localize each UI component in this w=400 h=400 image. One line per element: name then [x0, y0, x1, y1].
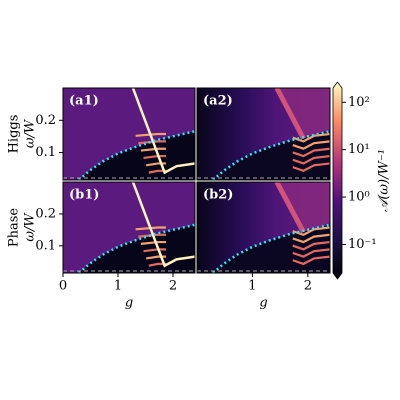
- gap-edge: [212, 223, 330, 273]
- x-tick-label: 2: [169, 279, 177, 294]
- colorbar-tick-label: 10¹: [348, 142, 370, 157]
- panel-label: (b2): [203, 188, 233, 203]
- band: [135, 132, 166, 137]
- band: [292, 154, 330, 165]
- heatmap: [197, 182, 330, 273]
- diagonal-mode: [274, 182, 306, 234]
- colorbar-label: 𝒜(ω)/W⁻¹: [377, 149, 392, 212]
- band: [292, 162, 330, 172]
- bright-region: [274, 88, 330, 139]
- colorbar-tick-label: 10⁻¹: [348, 237, 377, 252]
- heatmap: [63, 182, 195, 273]
- y-tick-label: 0.1: [35, 238, 56, 253]
- bright-mode: [131, 182, 195, 268]
- band: [145, 255, 166, 260]
- band: [292, 140, 330, 150]
- gap-edge: [78, 130, 195, 180]
- panel-label: (a1): [69, 94, 99, 109]
- bright-region: [274, 182, 330, 233]
- panel-label: (a2): [203, 94, 233, 109]
- heatmap: [63, 88, 195, 180]
- row-label: Higgs: [7, 115, 22, 154]
- band: [135, 226, 166, 231]
- y-tick-label: 0.2: [35, 113, 56, 128]
- y-tick-label: 0.2: [35, 206, 56, 221]
- y-tick-label: 0.1: [35, 145, 56, 160]
- row-label: Phase: [7, 208, 22, 248]
- y-axis-label: ω/W: [23, 118, 38, 148]
- band: [140, 147, 166, 152]
- colorbar-tick-label: 10²: [348, 95, 370, 110]
- y-axis-label: ω/W: [23, 212, 38, 242]
- band: [140, 240, 166, 245]
- x-tick-label: 1: [114, 279, 122, 294]
- bright-mode: [131, 88, 195, 175]
- frame: [196, 181, 331, 274]
- x-axis-label: g: [259, 296, 267, 311]
- frame: [62, 87, 196, 181]
- band: [292, 255, 330, 266]
- x-axis-label: g: [125, 296, 133, 311]
- frame: [62, 181, 196, 274]
- gap-edge: [212, 130, 330, 180]
- band: [292, 233, 330, 244]
- band: [292, 248, 330, 258]
- heatmap: [197, 88, 330, 180]
- x-tick-label: 0: [59, 279, 67, 294]
- band: [292, 147, 330, 158]
- band: [292, 240, 330, 251]
- colorbar: [332, 81, 343, 280]
- diagonal-mode: [274, 88, 306, 140]
- x-tick-label: 2: [304, 279, 312, 294]
- colorbar-tick-label: 10⁰: [348, 190, 370, 205]
- frame: [196, 87, 331, 181]
- x-tick-label: 1: [248, 279, 256, 294]
- gap-edge: [78, 223, 195, 273]
- band: [145, 162, 166, 167]
- panel-label: (b1): [69, 188, 99, 203]
